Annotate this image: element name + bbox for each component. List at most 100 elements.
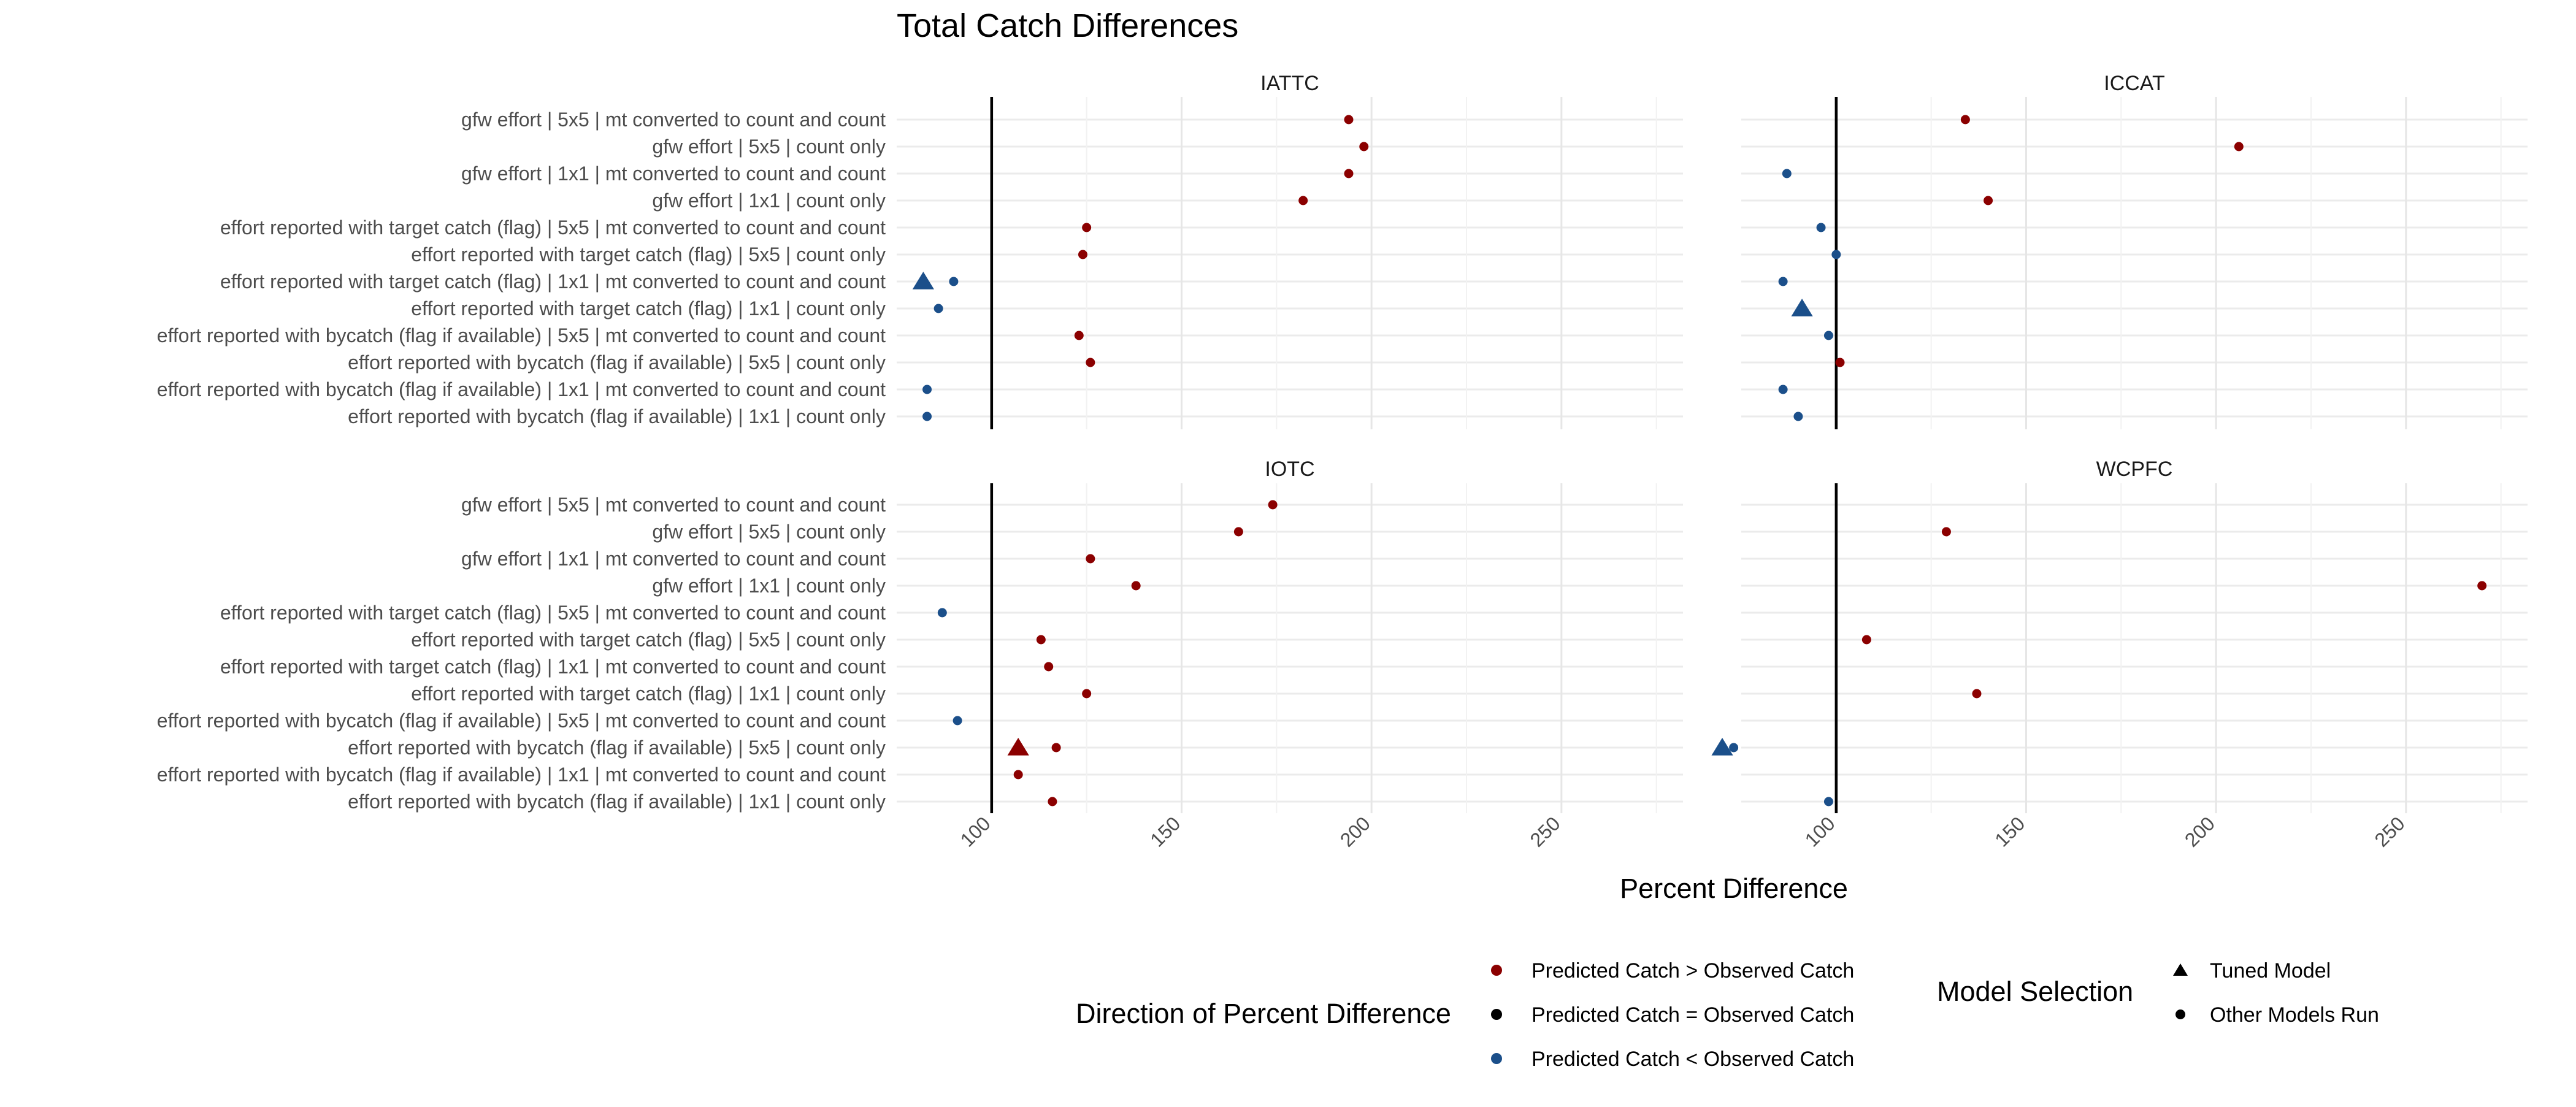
y-tick-label: effort reported with target catch (flag)… — [411, 629, 886, 651]
x-tick-label: 100 — [956, 812, 995, 851]
data-point — [1082, 689, 1092, 699]
data-point — [1960, 115, 1970, 124]
panel-title: ICCAT — [2104, 72, 2164, 95]
data-point — [1729, 743, 1739, 753]
data-point — [937, 608, 947, 618]
y-tick-label: effort reported with target catch (flag)… — [220, 270, 886, 293]
data-point — [1782, 169, 1792, 178]
data-point — [1861, 635, 1871, 645]
legend-direction-key — [1491, 1053, 1502, 1064]
y-tick-label: effort reported with target catch (flag)… — [411, 297, 886, 320]
legend-layer: Direction of Percent Difference Predicted… — [1076, 959, 2379, 1071]
data-point — [1359, 142, 1369, 151]
x-tick-label: 250 — [2371, 812, 2409, 851]
data-point — [1823, 797, 1833, 806]
data-point — [1074, 331, 1084, 340]
data-point — [1778, 385, 1788, 394]
y-tick-label: gfw effort | 1x1 | count only — [652, 575, 886, 597]
data-point — [1013, 770, 1023, 779]
y-tick-label: gfw effort | 1x1 | mt converted to count… — [461, 548, 886, 570]
data-point — [1082, 223, 1092, 232]
data-point — [1941, 527, 1951, 537]
legend-model-key — [2175, 1009, 2185, 1019]
y-tick-label: gfw effort | 5x5 | count only — [652, 136, 886, 158]
data-point — [1831, 250, 1841, 259]
legend-direction-label: Predicted Catch > Observed Catch — [1531, 959, 1854, 983]
data-point — [933, 304, 943, 313]
y-tick-label: gfw effort | 1x1 | count only — [652, 190, 886, 212]
panel-iotc: IOTC gfw effort | 5x5 | mt converted to c… — [157, 458, 1683, 851]
data-point — [1816, 223, 1826, 232]
data-point — [1078, 250, 1087, 259]
legend-direction-label: Predicted Catch < Observed Catch — [1531, 1048, 1854, 1071]
panel-wcpfc: WCPFC 100 150 200 250 — [1711, 458, 2528, 851]
x-tick-label: 150 — [1990, 812, 2029, 851]
data-point — [2234, 142, 2244, 151]
y-tick-label: gfw effort | 5x5 | mt converted to count… — [461, 109, 886, 131]
data-point — [1086, 358, 1095, 367]
y-tick-label: effort reported with bycatch (flag if av… — [348, 737, 886, 759]
data-point — [1793, 412, 1803, 421]
data-point — [922, 412, 932, 421]
x-tick-label: 250 — [1526, 812, 1565, 851]
y-tick-label: effort reported with bycatch (flag if av… — [157, 710, 886, 732]
panels-layer: IATTC gfw effort | 5x5 | mt converted to … — [157, 72, 2528, 851]
y-tick-label: effort reported with bycatch (flag if av… — [348, 405, 886, 427]
x-tick-label: 200 — [1336, 812, 1374, 851]
y-tick-label: effort reported with target catch (flag)… — [220, 216, 886, 239]
panel-iccat: ICCAT — [1741, 72, 2528, 429]
y-tick-label: gfw effort | 5x5 | count only — [652, 521, 886, 543]
y-tick-label: effort reported with bycatch (flag if av… — [157, 378, 886, 400]
data-point — [949, 277, 959, 286]
data-point — [1051, 743, 1061, 753]
y-tick-label: effort reported with target catch (flag)… — [411, 243, 886, 266]
y-tick-label: effort reported with bycatch (flag if av… — [348, 791, 886, 813]
legend-direction-key — [1491, 1009, 1502, 1020]
data-point — [1048, 797, 1057, 806]
x-axis-label: Percent Difference — [1620, 873, 1848, 904]
data-point-tuned — [1007, 738, 1029, 756]
y-tick-label: effort reported with target catch (flag)… — [411, 683, 886, 705]
data-point — [1131, 581, 1141, 591]
data-point — [1036, 635, 1046, 645]
data-point — [1835, 358, 1845, 367]
legend-model-title: Model Selection — [1937, 976, 2133, 1007]
data-point-tuned — [912, 272, 934, 289]
data-point — [1778, 277, 1788, 286]
chart-title: Total Catch Differences — [897, 7, 1238, 44]
y-tick-label: effort reported with bycatch (flag if av… — [157, 324, 886, 347]
y-tick-label: gfw effort | 5x5 | mt converted to count… — [461, 494, 886, 516]
data-point — [1233, 527, 1243, 537]
data-point — [2477, 581, 2487, 591]
legend-direction-title: Direction of Percent Difference — [1076, 998, 1451, 1029]
panel-title: IOTC — [1265, 458, 1314, 481]
data-point — [1344, 115, 1354, 124]
data-point — [1984, 196, 1993, 205]
data-point-tuned — [1711, 738, 1733, 756]
data-point — [1298, 196, 1308, 205]
data-point — [922, 385, 932, 394]
panel-iattc: IATTC gfw effort | 5x5 | mt converted to … — [157, 72, 1683, 429]
data-point-tuned — [1791, 299, 1813, 316]
legend-model-label: Other Models Run — [2210, 1003, 2379, 1027]
x-tick-label: 100 — [1801, 812, 1839, 851]
legend-direction-label: Predicted Catch = Observed Catch — [1531, 1003, 1854, 1027]
panel-title: IATTC — [1260, 72, 1319, 95]
y-tick-label: effort reported with bycatch (flag if av… — [157, 764, 886, 786]
data-point — [1972, 689, 1982, 699]
x-tick-label: 200 — [2180, 812, 2219, 851]
y-tick-label: effort reported with target catch (flag)… — [220, 656, 886, 678]
data-point — [1268, 500, 1278, 510]
y-tick-label: effort reported with bycatch (flag if av… — [348, 351, 886, 373]
legend-model-label: Tuned Model — [2210, 959, 2331, 983]
data-point — [1344, 169, 1354, 178]
data-point — [1044, 662, 1054, 672]
legend-model-key-tuned — [2173, 963, 2188, 976]
x-tick-label: 150 — [1146, 812, 1184, 851]
data-point — [1086, 554, 1095, 564]
y-tick-label: gfw effort | 1x1 | mt converted to count… — [461, 163, 886, 185]
y-tick-label: effort reported with target catch (flag)… — [220, 602, 886, 624]
panel-title: WCPFC — [2096, 458, 2173, 481]
